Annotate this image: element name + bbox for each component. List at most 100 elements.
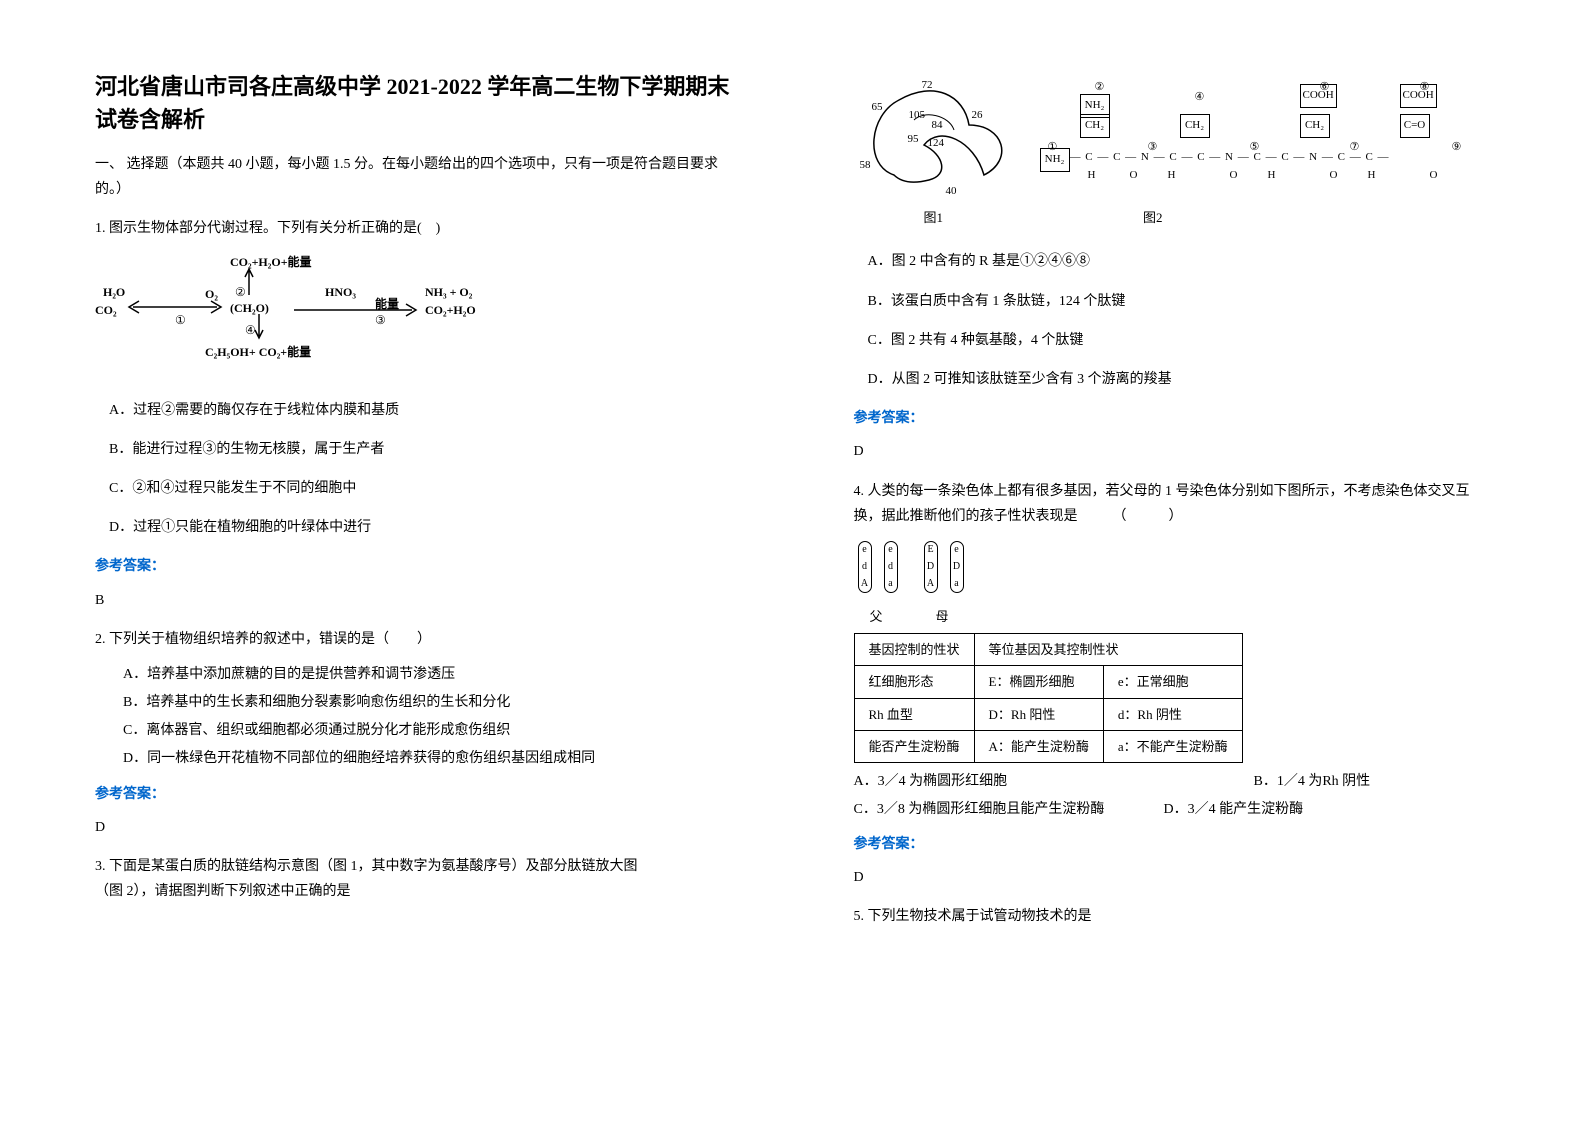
table-row: Rh 血型 D：Rh 阳性 d：Rh 阴性 [854,698,1242,730]
q4-answer: D [854,865,1493,890]
q3-stem-line2: （图 2），请据图判断下列叙述中正确的是 [95,879,734,904]
q3-fig1: 72 65 105 84 26 95 124 58 40 [854,70,1034,200]
question-3-options: A．图 2 中含有的 R 基是①②④⑥⑧ B．该蛋白质中含有 1 条肽链，124… [854,249,1493,464]
question-5: 5. 下列生物技术属于试管动物技术的是 [854,904,1493,929]
q1-opt-b: B．能进行过程③的生物无核膜，属于生产者 [109,437,734,462]
q2-opt-c: C．离体器官、组织或细胞都必须通过脱分化才能形成愈伤组织 [123,718,734,743]
q4-stem-line1: 4. 人类的每一条染色体上都有很多基因，若父母的 1 号染色体分别如下图所示，不… [854,479,1493,504]
atom: H [1088,166,1096,186]
cell: A：能产生淀粉酶 [974,731,1103,763]
fig-label: CO₂ [95,300,117,322]
cell: Rh 血型 [854,698,974,730]
q3-answer: D [854,439,1493,464]
q1-stem: 1. 图示生物体部分代谢过程。下列有关分析正确的是( ) [95,216,734,241]
question-4: 4. 人类的每一条染色体上都有很多基因，若父母的 1 号染色体分别如下图所示，不… [854,479,1493,891]
backbone-chain: — C — C — N — C — C — N — C — C — N — C … [1070,148,1390,168]
section-heading: 一、 选择题（本题共 40 小题，每小题 1.5 分。在每小题给出的四个选项中，… [95,152,734,202]
q4-options-row2: C．3／8 为椭圆形红细胞且能产生淀粉酶 D．3／4 能产生淀粉酶 [854,797,1493,822]
r-group: CH₂ [1080,114,1110,138]
arrow-right-icon [290,302,420,318]
fig2-label: 图2 [1143,206,1163,229]
q2-opt-b: B．培养基中的生长素和细胞分裂素影响愈伤组织的生长和分化 [123,690,734,715]
seq-num: 72 [922,76,933,96]
allele: a [888,579,892,589]
r-group: CH₂ [1300,114,1330,138]
fig-mark: ⑨ [1452,138,1462,158]
q3-figure: 72 65 105 84 26 95 124 58 40 ② ④ ⑥ ⑧ ① ③… [854,70,1493,200]
left-column: 河北省唐山市司各庄高级中学 2021-2022 学年高二生物下学期期末试卷含解析… [0,0,794,1122]
atom: O [1130,166,1138,186]
allele: e [862,545,866,555]
r-group: COOH [1400,84,1437,108]
atom: H [1368,166,1376,186]
q4-trait-table: 基因控制的性状 等位基因及其控制性状 红细胞形态 E：椭圆形细胞 e：正常细胞 … [854,633,1243,764]
q3-opt-d: D．从图 2 可推知该肽链至少含有 3 个游离的羧基 [868,367,1493,392]
q1-opt-a: A．过程②需要的酶仅存在于线粒体内膜和基质 [109,398,734,423]
atom: O [1430,166,1438,186]
q4-options-row1: A．3／4 为椭圆形红细胞 B．1／4 为Rh 阴性 [854,769,1493,794]
cell: e：正常细胞 [1103,666,1242,698]
q4-opt-b: B．1／4 为Rh 阴性 [1254,769,1371,794]
allele: e [888,545,892,555]
q3-opt-c: C．图 2 共有 4 种氨基酸，4 个肽键 [868,328,1493,353]
seq-num: 40 [946,182,957,202]
cell: D：Rh 阳性 [974,698,1103,730]
q4-opt-d: D．3／4 能产生淀粉酶 [1164,797,1304,822]
arrow-down-icon [253,314,265,340]
fig-label: C₂H₅OH+ CO₂+能量 [205,342,311,364]
table-row: 基因控制的性状 等位基因及其控制性状 [854,633,1242,665]
atom: O [1230,166,1238,186]
cell: 能否产生淀粉酶 [854,731,974,763]
q2-answer: D [95,815,734,840]
fig-mark: ④ [1195,88,1205,108]
question-1: 1. 图示生物体部分代谢过程。下列有关分析正确的是( ) CO₂+H₂O+能量 … [95,216,734,612]
table-header: 基因控制的性状 [854,633,974,665]
allele: A [927,579,934,589]
q2-stem: 2. 下列关于植物组织培养的叙述中，错误的是（ ） [95,627,734,652]
seq-num: 105 [909,106,926,126]
seq-num: 65 [872,98,883,118]
answer-label: 参考答案： [95,554,734,579]
cell: 红细胞形态 [854,666,974,698]
doc-title: 河北省唐山市司各庄高级中学 2021-2022 学年高二生物下学期期末试卷含解析 [95,70,734,136]
q4-stem-line2: 换，据此推断他们的孩子性状表现是 （ ） [854,504,1493,529]
answer-label: 参考答案： [95,782,734,807]
q3-fig2: ② ④ ⑥ ⑧ ① ③ ⑤ ⑦ ⑨ NH₂ CH₂ CH₂ COOH CH₂ C… [1040,70,1470,200]
q2-opt-d: D．同一株绿色开花植物不同部位的细胞经培养获得的愈伤组织基因组成相同 [123,746,734,771]
question-3-stem: 3. 下面是某蛋白质的肽链结构示意图（图 1，其中数字为氨基酸序号）及部分肽链放… [95,854,734,904]
table-row: 能否产生淀粉酶 A：能产生淀粉酶 a：不能产生淀粉酶 [854,731,1242,763]
right-column: 72 65 105 84 26 95 124 58 40 ② ④ ⑥ ⑧ ① ③… [794,0,1587,1122]
q3-stem-line1: 3. 下面是某蛋白质的肽链结构示意图（图 1，其中数字为氨基酸序号）及部分肽链放… [95,854,734,879]
answer-label: 参考答案： [854,832,1493,857]
q1-answer: B [95,588,734,613]
r-group: COOH [1300,84,1337,108]
allele: D [953,562,960,572]
q4-opt-c: C．3／8 为椭圆形红细胞且能产生淀粉酶 [854,797,1164,822]
seq-num: 124 [928,134,945,154]
allele: d [888,562,893,572]
fig1-label: 图1 [924,206,944,229]
atom: O [1330,166,1338,186]
seq-num: 26 [972,106,983,126]
q2-opt-a: A．培养基中添加蔗糖的目的是提供营养和调节渗透压 [123,662,734,687]
q1-opt-d: D．过程①只能在植物细胞的叶绿体中进行 [109,515,734,540]
q5-stem: 5. 下列生物技术属于试管动物技术的是 [854,904,1493,929]
table-row: 红细胞形态 E：椭圆形细胞 e：正常细胞 [854,666,1242,698]
seq-num: 58 [860,156,871,176]
q4-chromosome-figure: edA eda EDA eDa 父 母 [854,535,1014,625]
q3-figure-labels: 图1 图2 [854,206,1493,229]
cell: d：Rh 阴性 [1103,698,1242,730]
allele: D [927,562,934,572]
q1-opt-c: C．②和④过程只能发生于不同的细胞中 [109,476,734,501]
fig-label: CO₂+H₂O [425,300,476,322]
fig-mark: ③ [375,310,386,332]
r-group: C=O [1400,114,1430,138]
q3-opt-b: B．该蛋白质中含有 1 条肽链，124 个肽键 [868,289,1493,314]
fig-label: HNO₃ [325,282,356,304]
allele: e [954,545,958,555]
allele: E [927,545,933,555]
cell: E：椭圆形细胞 [974,666,1103,698]
allele: a [954,579,958,589]
r-group: CH₂ [1180,114,1210,138]
allele: d [862,562,867,572]
